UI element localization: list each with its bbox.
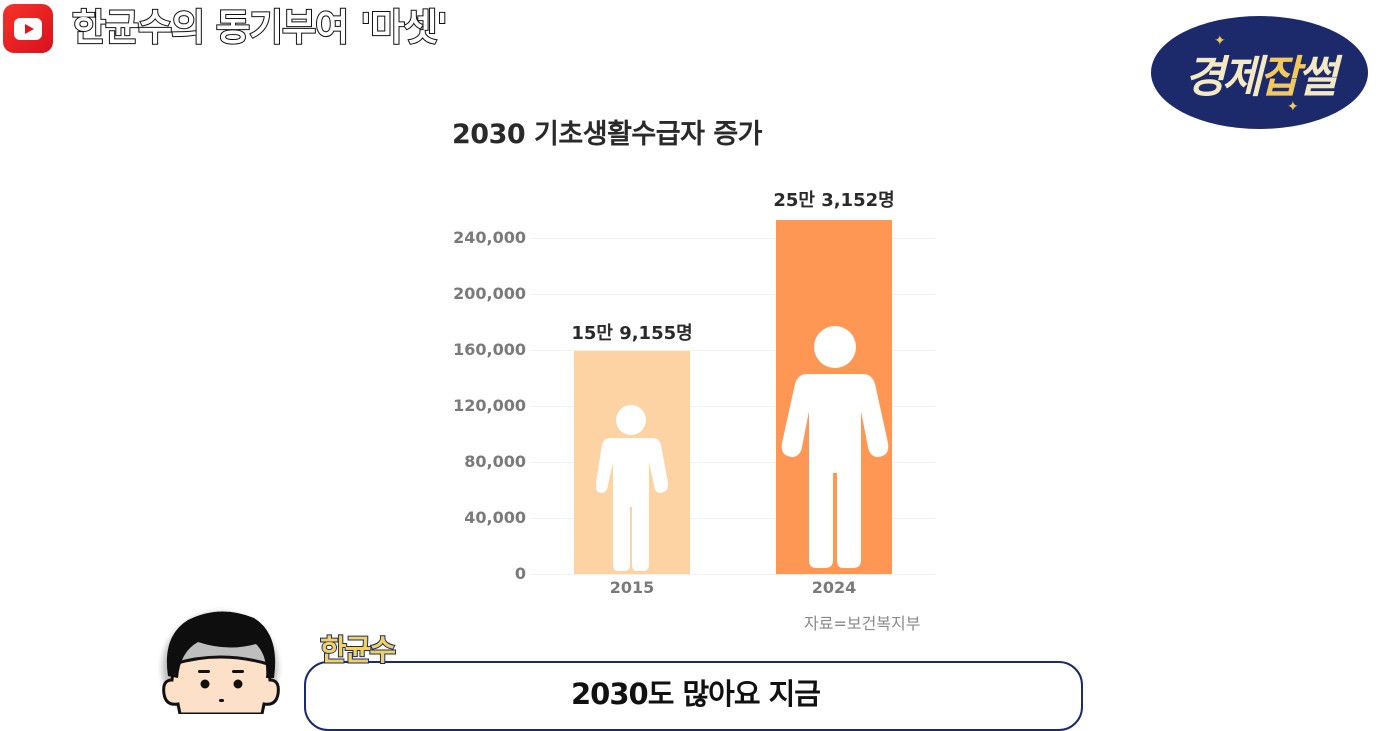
x-tick-2024: 2024 — [811, 578, 857, 597]
channel-title: 한균수의 동기부여 '마셋' — [71, 5, 449, 50]
youtube-icon — [3, 4, 53, 53]
sparkle-icon: ✦ — [1214, 32, 1226, 48]
bar-value-label-2015: 15만 9,155명 — [571, 323, 693, 344]
brand-badge: 경제잡썰 — [1151, 16, 1368, 129]
badge-text-1: 경제 — [1184, 51, 1263, 103]
y-tick: 200,000 — [453, 284, 526, 303]
badge-text-3: 썰 — [1296, 51, 1338, 103]
y-tick: 120,000 — [453, 396, 526, 415]
badge-text-2: 잡 — [1259, 51, 1301, 103]
y-tick: 0 — [514, 564, 526, 583]
y-tick: 240,000 — [453, 228, 526, 247]
subtitle-text: 2030도 많아요 지금 — [571, 677, 821, 711]
speaker-avatar — [158, 606, 283, 724]
x-tick-2015: 2015 — [609, 578, 655, 597]
y-tick: 40,000 — [464, 508, 526, 527]
bar-value-label-2024: 25만 3,152명 — [773, 190, 895, 211]
y-tick: 80,000 — [464, 452, 526, 471]
sparkle-icon: ✦ — [1287, 98, 1299, 114]
person-icon — [781, 326, 889, 568]
source-note: 자료=보건복지부 — [804, 614, 921, 633]
y-tick: 160,000 — [453, 340, 526, 359]
speaker-name: 한균수 — [319, 632, 397, 668]
chart-title: 2030 기초생활수급자 증가 — [452, 119, 763, 150]
person-icon — [596, 405, 668, 571]
